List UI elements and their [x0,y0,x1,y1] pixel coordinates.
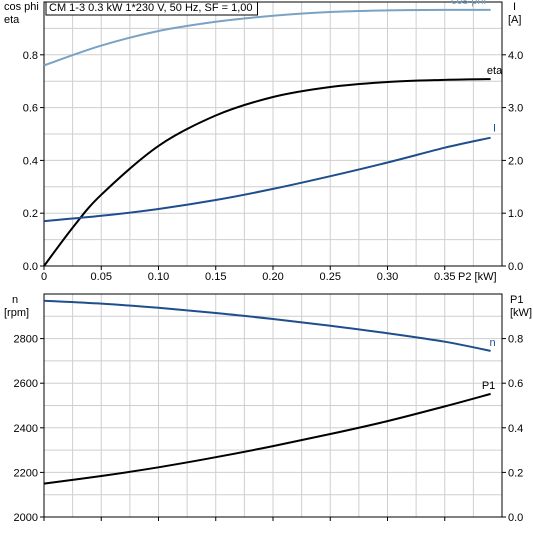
series-label-eta: eta [487,65,503,77]
x-tick-label: 0.25 [320,271,341,283]
x-axis-label: P2 [kW] [458,271,497,283]
series-line-eta [43,78,491,267]
y-right-tick-label: 0.0 [508,512,523,524]
series-label-cos-phi: cos phi [451,0,486,7]
y-left-axis-label: eta [4,14,20,26]
y-right-tick-label: 4.0 [508,50,523,62]
y-left-tick-label: 2200 [14,467,38,479]
y-right-tick-label: 0.4 [508,423,523,435]
series-label-p1: P1 [482,380,495,392]
y-left-tick-label: 0.4 [23,155,38,167]
x-tick-label: 0.20 [262,271,283,283]
x-tick-label: 0.30 [377,271,398,283]
y-right-tick-label: 0.0 [508,261,523,273]
y-right-tick-label: 0.6 [508,378,523,390]
y-right-tick-label: 0.8 [508,334,523,346]
y-right-axis-label: P1 [510,294,523,306]
x-tick-label: 0 [41,271,47,283]
y-left-tick-label: 0.0 [23,261,38,273]
series-line-n [43,299,491,352]
y-right-axis-label: I [513,1,516,13]
y-left-tick-label: 2000 [14,512,38,524]
y-left-tick-label: 0.8 [23,50,38,62]
series-label-n: n [489,337,495,349]
x-tick-label: 0.10 [148,271,169,283]
y-right-axis-label: [A] [508,14,521,26]
chart-title-box [45,1,258,16]
y-left-tick-label: 0.6 [23,103,38,115]
y-left-axis-label: n [12,294,18,306]
y-left-axis-label: cos phi [4,1,39,13]
chart-title: CM 1-3 0.3 kW 1*230 V, 50 Hz, SF = 1,00 [49,2,253,14]
series-line-i [43,136,491,223]
series-line-cos-phi [43,8,491,67]
y-left-tick-label: 2400 [14,423,38,435]
y-right-tick-label: 2.0 [508,155,523,167]
y-left-tick-label: 0.2 [23,208,38,220]
y-left-tick-label: 2800 [14,334,38,346]
y-left-axis-label: [rpm] [4,307,29,319]
y-right-tick-label: 0.2 [508,467,523,479]
y-left-tick-label: 2600 [14,378,38,390]
y-right-tick-label: 3.0 [508,103,523,115]
series-line-p1 [43,392,491,485]
series-label-i: I [493,123,496,135]
x-tick-label: 0.35 [434,271,455,283]
y-right-axis-label: [kW] [510,307,532,319]
x-tick-label: 0.05 [91,271,112,283]
y-right-tick-label: 1.0 [508,208,523,220]
x-tick-label: 0.15 [205,271,226,283]
